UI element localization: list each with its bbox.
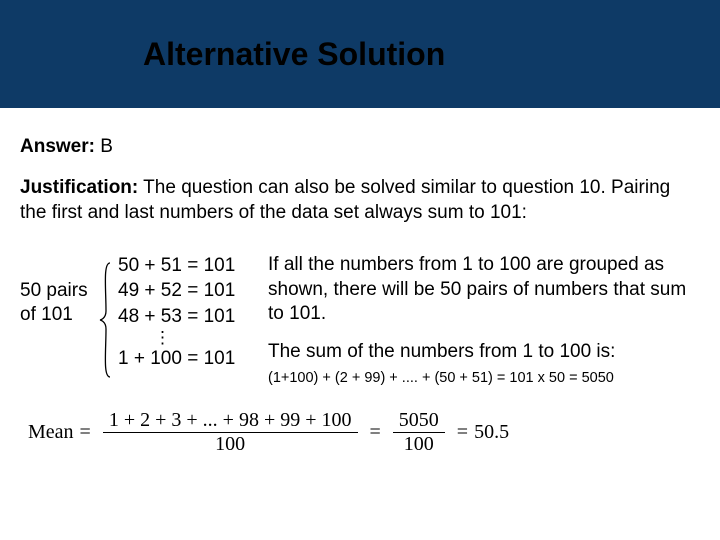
explanation-p1: If all the numbers from 1 to 100 are gro… [268,253,700,326]
justification-label: Justification: [20,177,138,198]
mean-result: 50.5 [474,421,509,444]
mean-equation: Mean = 1 + 2 + 3 + ... + 98 + 99 + 100 1… [20,409,700,456]
pairs-section: 50 pairs of 101 50 + 51 = 101 49 + 52 = … [20,253,700,387]
answer-line: Answer: B [20,136,700,158]
answer-label: Answer: [20,136,95,157]
mean-label: Mean [28,421,74,444]
slide-title: Alternative Solution [143,36,445,73]
fraction-2-denominator: 100 [398,433,440,456]
equals-sign: = [80,421,91,444]
curly-brace-icon [96,253,114,387]
slide-header: Alternative Solution [0,0,720,108]
fraction-2: 5050 100 [393,409,445,456]
vertical-ellipsis-icon: ⋮ [118,329,262,346]
pairs-label-line2: of 101 [20,303,96,327]
slide-body: Answer: B Justification: The question ca… [0,108,720,456]
fraction-1: 1 + 2 + 3 + ... + 98 + 99 + 100 100 [103,409,358,456]
fraction-1-numerator: 1 + 2 + 3 + ... + 98 + 99 + 100 [103,409,358,432]
pairs-list: 50 + 51 = 101 49 + 52 = 101 48 + 53 = 10… [114,253,262,370]
justification-block: Justification: The question can also be … [20,176,700,225]
pair-line-last: 1 + 100 = 101 [118,346,262,371]
fraction-2-numerator: 5050 [393,409,445,432]
equals-sign: = [370,421,381,444]
header-title-block: Alternative Solution [125,0,720,108]
header-accent-block [0,0,125,108]
pair-line: 50 + 51 = 101 [118,253,262,278]
explanation-p2: The sum of the numbers from 1 to 100 is: [268,340,700,364]
pair-line: 48 + 53 = 101 [118,304,262,329]
sum-expression: (1+100) + (2 + 99) + .... + (50 + 51) = … [268,369,700,388]
equals-sign: = [457,421,468,444]
pairs-count-label: 50 pairs of 101 [20,253,96,327]
explanation-column: If all the numbers from 1 to 100 are gro… [262,253,700,387]
brace-svg [98,261,112,379]
pair-line: 49 + 52 = 101 [118,278,262,303]
fraction-1-denominator: 100 [209,433,251,456]
pairs-label-line1: 50 pairs [20,279,96,303]
answer-value-text: B [100,136,113,157]
